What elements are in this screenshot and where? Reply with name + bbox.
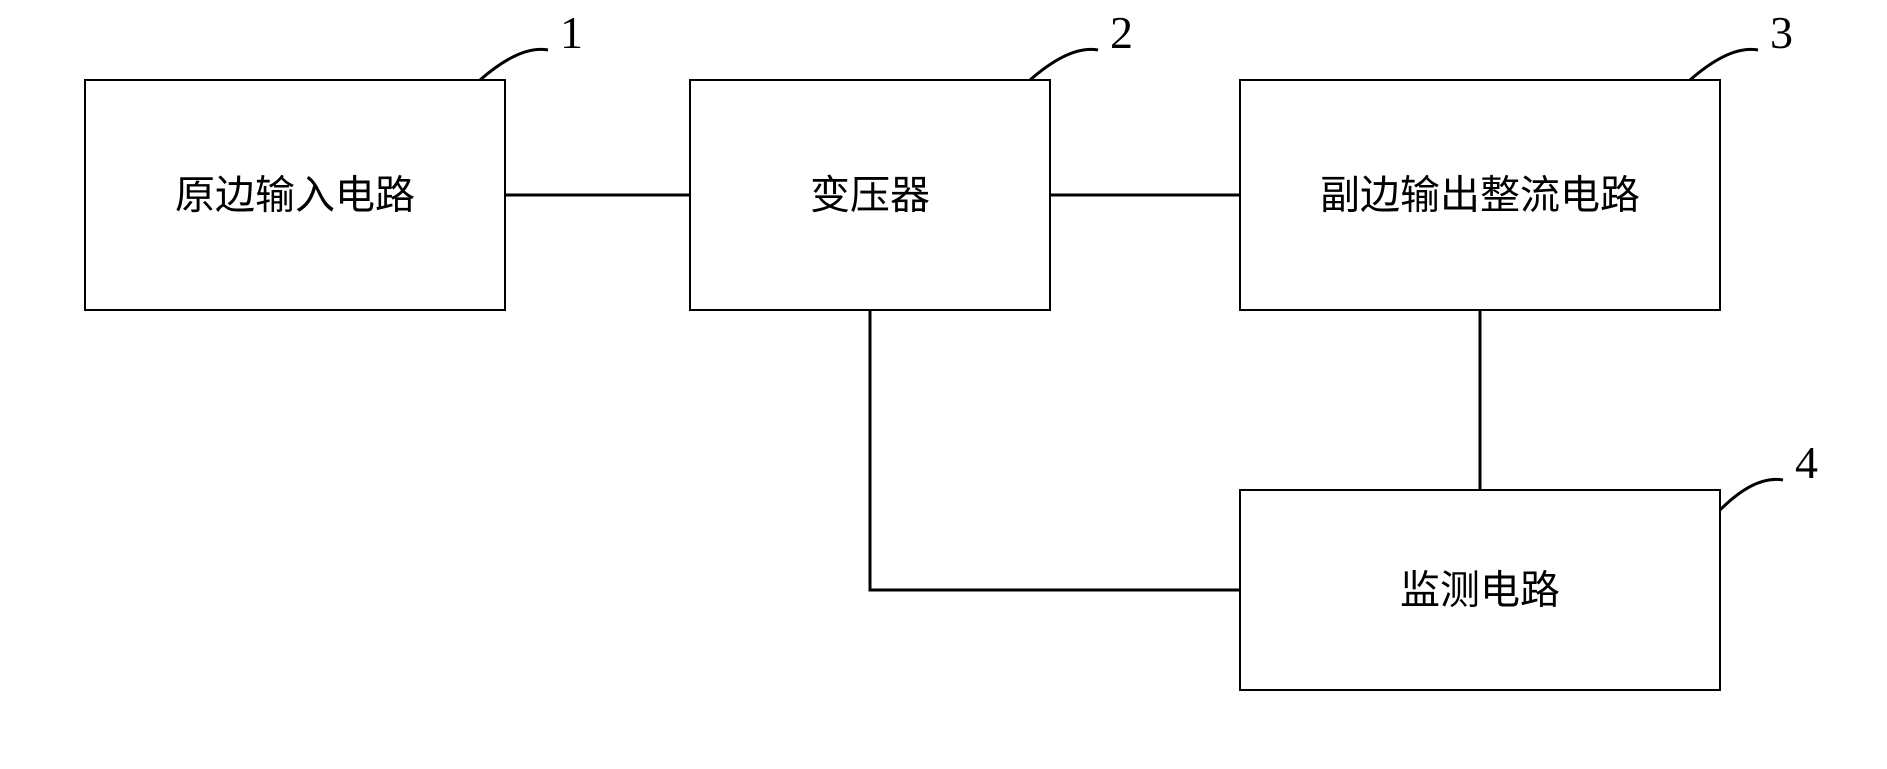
block-n2: 变压器 <box>690 80 1050 310</box>
block-n1: 原边输入电路 <box>85 80 505 310</box>
callout-number-n3: 3 <box>1770 7 1793 58</box>
callout-number-n1: 1 <box>560 7 583 58</box>
callout-curve-n3 <box>1690 49 1758 80</box>
callout-curve-n4 <box>1720 479 1783 510</box>
blocks: 原边输入电路 变压器 副边输出整流电路监测电路 <box>85 80 1720 690</box>
block-label: 监测电路 <box>1400 568 1560 613</box>
callout-number-n2: 2 <box>1110 7 1133 58</box>
callout-number-n4: 4 <box>1795 437 1818 488</box>
block-label: 副边输出整流电路 <box>1320 173 1640 218</box>
block-label: 原边输入电路 <box>175 173 415 218</box>
callout-curve-n1 <box>480 49 548 80</box>
block-n4: 监测电路 <box>1240 490 1720 690</box>
connector-n4-n2 <box>870 310 1240 590</box>
block-diagram: 原边输入电路 变压器 副边输出整流电路监测电路 1 2 3 4 <box>0 0 1887 769</box>
block-label: 变压器 <box>810 173 930 218</box>
callout-curve-n2 <box>1030 49 1098 80</box>
block-n3: 副边输出整流电路 <box>1240 80 1720 310</box>
